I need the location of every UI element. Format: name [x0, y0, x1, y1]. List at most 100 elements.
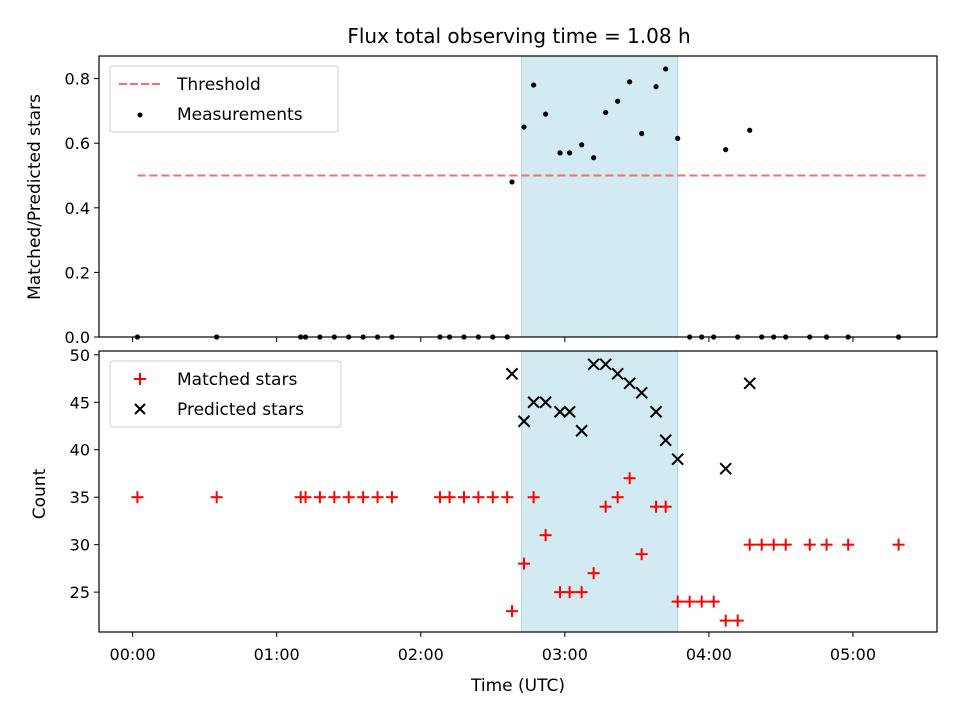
matched-stars-point	[683, 595, 696, 608]
top-panel: 0.00.20.40.60.8 Matched/Predicted stars …	[25, 55, 938, 347]
matched-stars-point	[443, 491, 456, 504]
measurement-point	[615, 98, 621, 104]
matched-stars-point	[695, 595, 708, 608]
top-y-axis-label: Matched/Predicted stars	[25, 94, 45, 300]
top-legend-box	[109, 65, 339, 133]
y-tick-label: 0.6	[65, 134, 90, 153]
predicted-stars-point	[671, 453, 684, 466]
y-tick-label: 30	[70, 536, 90, 555]
matched-stars-point	[539, 529, 552, 542]
matched-stars-point	[299, 491, 312, 504]
legend-measurements-label: Measurements	[177, 105, 303, 125]
predicted-stars-point	[505, 367, 519, 380]
measurement-point	[639, 130, 645, 137]
matched-stars-point	[892, 538, 905, 551]
measurement-point	[663, 66, 669, 72]
matched-stars-point	[820, 538, 833, 551]
bottom-legend: Matched stars Predicted stars	[109, 360, 342, 428]
shade-rect	[521, 350, 679, 633]
matched-stars-points	[131, 472, 905, 627]
matched-stars-point	[371, 491, 384, 504]
x-tick-label: 00:00	[110, 645, 156, 664]
measurement-point	[591, 155, 597, 161]
matched-stars-point	[842, 538, 855, 551]
predicted-stars-point	[623, 377, 636, 390]
y-tick-label: 0.4	[65, 199, 90, 218]
chart-title: Flux total observing time = 1.08 h	[347, 24, 690, 48]
measurement-point	[579, 142, 585, 148]
matched-stars-point	[611, 491, 624, 504]
matched-stars-point	[803, 538, 816, 551]
legend-measurements-swatch	[137, 112, 143, 118]
measurement-point	[675, 135, 681, 141]
predicted-stars-point	[587, 358, 600, 371]
x-tick-label: 05:00	[830, 645, 876, 664]
observing-window-shade-bottom	[521, 350, 679, 633]
matched-stars-point	[659, 500, 672, 513]
bottom-y-ticks: 25 30 35 40 45 50	[70, 346, 99, 602]
matched-stars-point	[357, 491, 370, 504]
measurement-point	[567, 150, 573, 156]
matched-stars-point	[731, 614, 744, 627]
x-tick-label: 03:00	[542, 645, 588, 664]
matched-stars-point	[767, 538, 780, 551]
y-tick-label: 45	[70, 393, 90, 412]
predicted-stars-point	[649, 405, 663, 418]
y-tick-label: 0.8	[65, 70, 90, 89]
matched-stars-point	[719, 614, 732, 627]
measurement-point	[747, 127, 753, 133]
matched-stars-point	[131, 491, 144, 504]
matched-stars-point	[501, 491, 514, 504]
predicted-stars-points	[505, 358, 756, 475]
matched-stars-point	[527, 491, 540, 504]
measurement-point	[627, 79, 633, 85]
legend-threshold-label: Threshold	[176, 75, 261, 95]
predicted-stars-point	[659, 434, 672, 447]
matched-stars-point	[755, 538, 768, 551]
measurement-point	[603, 109, 609, 116]
matched-stars-point	[707, 595, 720, 608]
y-tick-label: 25	[70, 583, 90, 602]
predicted-stars-point	[575, 424, 588, 437]
predicted-stars-point	[743, 377, 756, 390]
measurement-point	[509, 179, 515, 185]
bottom-y-axis-label: Count	[30, 468, 50, 519]
legend-predicted-label: Predicted stars	[177, 400, 304, 420]
y-tick-label: 40	[70, 441, 90, 460]
y-tick-label: 0.0	[65, 328, 90, 347]
x-tick-label: 02:00	[398, 645, 444, 664]
matched-stars-point	[328, 491, 341, 504]
predicted-stars-point	[635, 386, 648, 399]
predicted-stars-point	[563, 405, 576, 418]
predicted-stars-point	[611, 367, 624, 380]
matched-stars-point	[779, 538, 792, 551]
matched-stars-point	[587, 567, 600, 580]
x-tick-label: 04:00	[686, 645, 732, 664]
x-tick-label: 01:00	[254, 645, 300, 664]
matched-stars-point	[486, 491, 499, 504]
predicted-stars-point	[527, 396, 540, 409]
measurement-point	[653, 84, 659, 90]
matched-stars-point	[518, 557, 531, 570]
shade-rect	[521, 55, 679, 338]
matched-stars-point	[671, 595, 684, 608]
x-ticks: 00:00 01:00 02:00 03:00 04:00 05:00	[110, 632, 876, 664]
measurement-point	[531, 82, 537, 88]
legend-predicted-swatch	[134, 403, 146, 415]
x-axis-label: Time (UTC)	[470, 676, 565, 696]
matched-stars-point	[505, 605, 518, 618]
matched-stars-point	[342, 491, 355, 504]
top-axes-frame	[98, 55, 938, 338]
top-legend: Threshold Measurements	[109, 65, 339, 133]
matched-stars-point	[599, 500, 612, 513]
matched-stars-point	[635, 548, 648, 561]
predicted-stars-point	[719, 462, 732, 475]
matched-stars-point	[472, 491, 485, 504]
predicted-stars-point	[539, 396, 552, 409]
matched-stars-point	[743, 538, 756, 551]
matched-stars-point	[313, 491, 326, 504]
y-tick-label: 35	[70, 488, 90, 507]
observing-window-shade-top	[521, 55, 679, 338]
bottom-panel: 25 30 35 40 45 50 00:00 01:00 02:00 03:00 04:00 05…	[30, 346, 938, 696]
